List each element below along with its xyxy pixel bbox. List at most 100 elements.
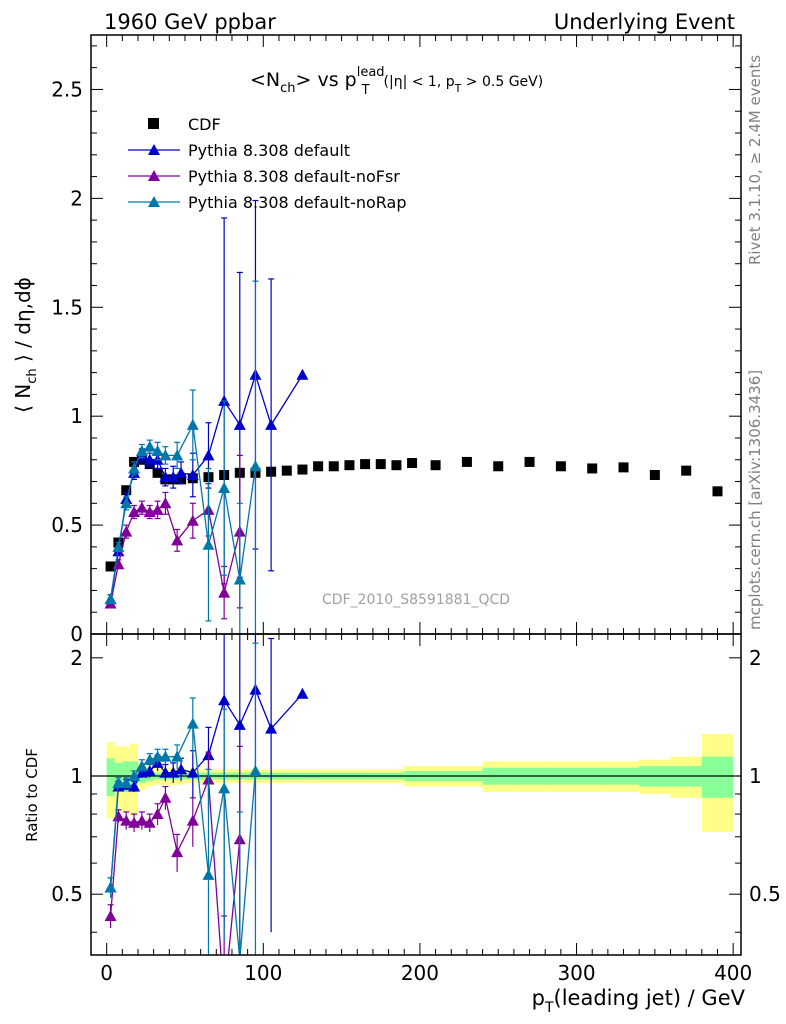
series-norap-point bbox=[143, 440, 156, 452]
series-default-ratio-point bbox=[265, 722, 278, 734]
cdf-point bbox=[493, 461, 504, 472]
legend-label: Pythia 8.308 default-noRap bbox=[188, 193, 406, 212]
series-norap-point bbox=[151, 445, 164, 457]
cdf-point bbox=[281, 465, 292, 476]
series-nofsr-point bbox=[171, 534, 184, 546]
series-default-point bbox=[175, 466, 188, 478]
series-default-point bbox=[159, 471, 172, 483]
ratio-y-tick-label-right: 2 bbox=[749, 646, 762, 670]
series-norap-point bbox=[218, 482, 231, 494]
series-default-ratio-point bbox=[218, 694, 231, 706]
cdf-point bbox=[391, 460, 402, 471]
series-norap-ratio-point bbox=[249, 764, 262, 776]
header-right: Underlying Event bbox=[554, 10, 735, 34]
svg-text:⟨ Nch ⟩ / dη,dϕ: ⟨ Nch ⟩ / dη,dϕ bbox=[11, 277, 40, 413]
ratio-band-inner bbox=[701, 756, 734, 798]
series-nofsr-ratio-point bbox=[218, 993, 230, 1004]
y-tick-label: 1.5 bbox=[51, 295, 83, 319]
series-norap-point bbox=[159, 449, 172, 461]
series-nofsr-ratio-point bbox=[143, 816, 156, 828]
series-nofsr-ratio-point bbox=[186, 814, 199, 826]
series-default-point bbox=[202, 449, 215, 461]
cdf-point bbox=[297, 464, 308, 475]
series-norap-ratio-point bbox=[120, 776, 133, 788]
y-tick-label: 2 bbox=[70, 186, 83, 210]
series-nofsr-ratio-point bbox=[159, 791, 172, 803]
cdf-point bbox=[360, 459, 371, 470]
series-nofsr-point bbox=[186, 514, 199, 526]
series-norap-ratio-point bbox=[186, 717, 199, 729]
legend-label: CDF bbox=[188, 115, 221, 134]
y-axis-label-top: ⟨ Nch ⟩ / dη,dϕ bbox=[11, 277, 40, 413]
y-axis-label-ratio: Ratio to CDF bbox=[23, 748, 41, 842]
cdf-point bbox=[407, 458, 418, 469]
x-tick-label: 400 bbox=[714, 961, 752, 985]
series-default-point bbox=[296, 368, 309, 380]
cdf-point bbox=[524, 456, 535, 467]
series-norap-ratio-point bbox=[171, 750, 184, 762]
ratio-y-tick-label-right: 0.5 bbox=[749, 882, 781, 906]
source-info: mcplots.cern.ch [arXiv:1306.3436] bbox=[746, 370, 764, 630]
series-norap-point bbox=[135, 445, 148, 457]
legend-marker bbox=[148, 170, 160, 181]
ratio-y-tick-label: 2 bbox=[70, 646, 83, 670]
cdf-point bbox=[152, 467, 163, 478]
series-nofsr-point bbox=[159, 497, 172, 509]
series-nofsr-ratio-point bbox=[104, 909, 117, 921]
ratio-band-inner bbox=[106, 758, 115, 796]
cdf-point bbox=[587, 463, 598, 474]
series-norap-ratio-point bbox=[104, 881, 117, 893]
series-default-ratio-point bbox=[167, 766, 180, 778]
plot-title: <Nch> vs plead T(|η| < 1, pT > 0.5 GeV) bbox=[250, 65, 543, 98]
series-default-ratio-point bbox=[128, 780, 141, 792]
series-norap-point bbox=[249, 460, 262, 472]
series-default-point bbox=[265, 418, 278, 430]
series-nofsr-point bbox=[135, 501, 148, 513]
ratio-y-tick-label-right: 1 bbox=[749, 764, 762, 788]
series-nofsr-ratio-point bbox=[171, 846, 184, 858]
cdf-point bbox=[461, 456, 472, 467]
cdf-point bbox=[344, 460, 355, 471]
series-nofsr-ratio-point bbox=[120, 814, 133, 826]
legend-label: Pythia 8.308 default bbox=[188, 141, 350, 160]
svg-text:pT(leading jet) / GeV: pT(leading jet) / GeV bbox=[532, 986, 746, 1016]
cdf-point bbox=[105, 561, 116, 572]
series-norap-ratio-point bbox=[112, 776, 125, 788]
series-default-point bbox=[186, 468, 199, 480]
cdf-point bbox=[313, 461, 324, 472]
series-norap-point bbox=[171, 449, 184, 461]
series-nofsr-ratio-point bbox=[151, 808, 164, 820]
cdf-point bbox=[681, 465, 692, 476]
cdf-point bbox=[121, 485, 132, 496]
series-nofsr-line bbox=[109, 502, 241, 604]
series-default-ratio-point bbox=[159, 766, 172, 778]
series-default-ratio-point bbox=[233, 718, 246, 730]
series-norap-point bbox=[202, 538, 215, 550]
cdf-point bbox=[328, 461, 339, 472]
cdf-point bbox=[375, 459, 386, 470]
cdf-point bbox=[430, 460, 441, 471]
series-norap-point bbox=[186, 418, 199, 430]
series-default-point bbox=[233, 418, 246, 430]
legend-marker bbox=[148, 144, 160, 155]
series-default-ratio-point bbox=[186, 766, 199, 778]
y-tick-label: 0 bbox=[70, 622, 83, 646]
series-norap-ratio-point bbox=[159, 750, 172, 762]
x-tick-label: 300 bbox=[557, 961, 595, 985]
ratio-y-tick-label: 1 bbox=[70, 764, 83, 788]
series-norap-point bbox=[104, 593, 117, 605]
series-default-point bbox=[167, 471, 180, 483]
cdf-point bbox=[712, 486, 723, 497]
series-norap-ratio-point bbox=[128, 770, 141, 782]
header-left: 1960 GeV ppbar bbox=[104, 10, 276, 34]
ratio-y-tick-label: 0.5 bbox=[51, 882, 83, 906]
legend-marker bbox=[148, 196, 160, 207]
series-norap-point bbox=[112, 540, 125, 552]
series-nofsr-point bbox=[218, 586, 231, 598]
cdf-point bbox=[555, 461, 566, 472]
series-norap-ratio-point bbox=[135, 760, 148, 772]
cdf-point bbox=[618, 462, 629, 473]
series-norap-ratio-point bbox=[202, 868, 215, 880]
